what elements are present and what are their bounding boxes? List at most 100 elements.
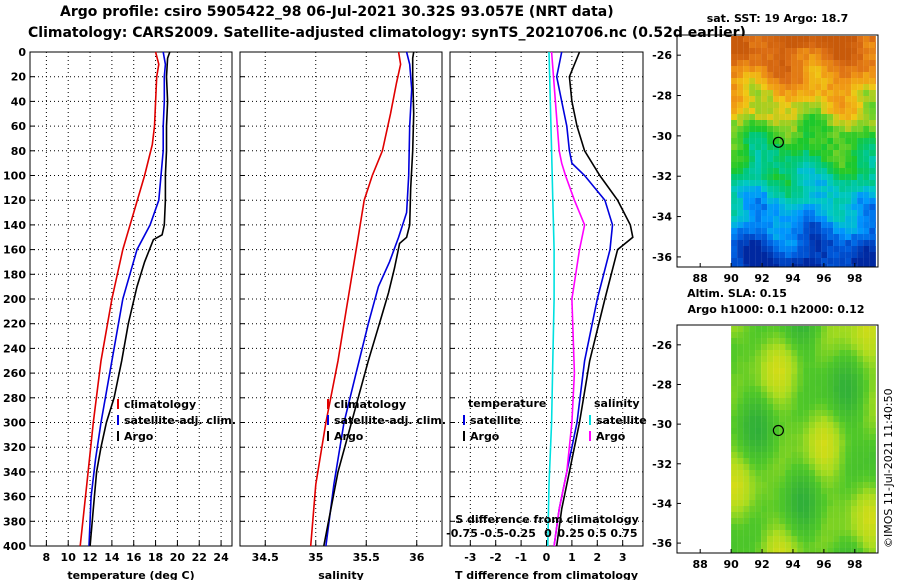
sst-map-cell [875, 36, 876, 42]
sst-map-cell [743, 174, 750, 180]
sst-map-cell [875, 198, 876, 204]
sla-map-cell [875, 386, 876, 392]
sst-map-cell [809, 42, 816, 48]
figure-title-line1: Argo profile: csiro 5905422_98 06-Jul-20… [60, 4, 614, 20]
sst-map-cell [857, 210, 864, 216]
sla-map-cell [833, 446, 840, 452]
sst-map-cell [815, 234, 822, 240]
sla-map-cell [803, 368, 810, 374]
sst-map-cell [845, 72, 852, 78]
sst-map-cell [869, 204, 876, 210]
sst-map-cell [773, 132, 780, 138]
sla-map-cell [821, 350, 828, 356]
sla-map-cell [767, 446, 774, 452]
sla-map-cell [839, 410, 846, 416]
sst-map-cell [755, 72, 762, 78]
sst-map-cell [737, 72, 744, 78]
sst-map-cell [773, 114, 780, 120]
sst-map-cell [857, 192, 864, 198]
sla-map-cell [785, 350, 792, 356]
sst-map-cell [791, 96, 798, 102]
sst-map-cell [761, 264, 768, 267]
sla-map-cell [803, 506, 810, 512]
sst-map-cell [845, 126, 852, 132]
sla-map-cell [833, 434, 840, 440]
sst-map-cell [827, 204, 834, 210]
sla-map-cell [869, 404, 876, 410]
sst-map-cell [761, 36, 768, 42]
sla-map-cell [749, 374, 756, 380]
sst-map-cell [803, 36, 810, 42]
sla-map-cell [863, 434, 870, 440]
sla-map-cell [803, 524, 810, 530]
sla-map-cell [773, 440, 780, 446]
sla-map-cell [851, 362, 858, 368]
sst-map-cell [869, 264, 876, 267]
sst-map-cell [809, 204, 816, 210]
sst-map-cell [803, 54, 810, 60]
sla-map-cell [821, 440, 828, 446]
sla-map-cell [737, 440, 744, 446]
sla-map-cell [875, 428, 876, 434]
sst-map-cell [773, 54, 780, 60]
sla-map-cell [779, 374, 786, 380]
sla-map-cell [791, 548, 798, 553]
sst-map-cell [737, 240, 744, 246]
sla-map-cell [803, 440, 810, 446]
sla-map-cell [815, 410, 822, 416]
sst-map-cell [731, 102, 738, 108]
sla-map-cell [815, 530, 822, 536]
sst-map-cell [851, 66, 858, 72]
sla-map-cell [767, 404, 774, 410]
sla-map-cell [731, 500, 738, 506]
sst-map-cell [827, 264, 834, 267]
sst-map-cell [875, 168, 876, 174]
sla-map-cell [743, 362, 750, 368]
sst-map-cell [803, 246, 810, 252]
sla-map-cell [875, 356, 876, 362]
sla-map-cell [755, 380, 762, 386]
sst-map-cell [743, 252, 750, 258]
sla-map-cell [737, 404, 744, 410]
sla-map-cell [749, 482, 756, 488]
sst-map-cell [779, 36, 786, 42]
sla-map-cell [839, 362, 846, 368]
sst-map-cell [779, 84, 786, 90]
sst-map-cell [779, 240, 786, 246]
sst-map-cell [869, 234, 876, 240]
sst-map-argo-marker [772, 136, 784, 148]
sst-map-cell [809, 264, 816, 267]
sst-map-cell [761, 240, 768, 246]
difference-profile-xtick-label: 0 [543, 551, 551, 564]
depth-tick-label: 180 [3, 268, 26, 281]
sla-map-cell [785, 338, 792, 344]
sla-map-cell [869, 470, 876, 476]
sla-map-cell [875, 518, 876, 524]
sst-map-cell [779, 132, 786, 138]
sla-map-cell [833, 416, 840, 422]
sst-map-cell [809, 144, 816, 150]
sla-map-cell [833, 464, 840, 470]
sst-map-cell [743, 42, 750, 48]
sla-map-cell [845, 542, 852, 548]
sst-map-cell [821, 42, 828, 48]
sst-map-cell [809, 78, 816, 84]
sla-map-cell [851, 368, 858, 374]
sla-map-cell [761, 440, 768, 446]
sst-map-cell [785, 180, 792, 186]
sla-map-cell [821, 380, 828, 386]
sla-map-cell [731, 416, 738, 422]
sla-map-cell [797, 404, 804, 410]
sst-map-cell [761, 66, 768, 72]
sla-map-cell [743, 350, 750, 356]
sla-map-cell [737, 446, 744, 452]
sst-map-cell [743, 144, 750, 150]
sst-map-cell [761, 138, 768, 144]
sla-map-cell [857, 452, 864, 458]
sst-map-cell [839, 180, 846, 186]
sst-map-cell [755, 168, 762, 174]
sst-map-frame [676, 34, 879, 268]
sst-map-cell [827, 48, 834, 54]
sst-map-cell [833, 150, 840, 156]
sst-map-cell [785, 54, 792, 60]
